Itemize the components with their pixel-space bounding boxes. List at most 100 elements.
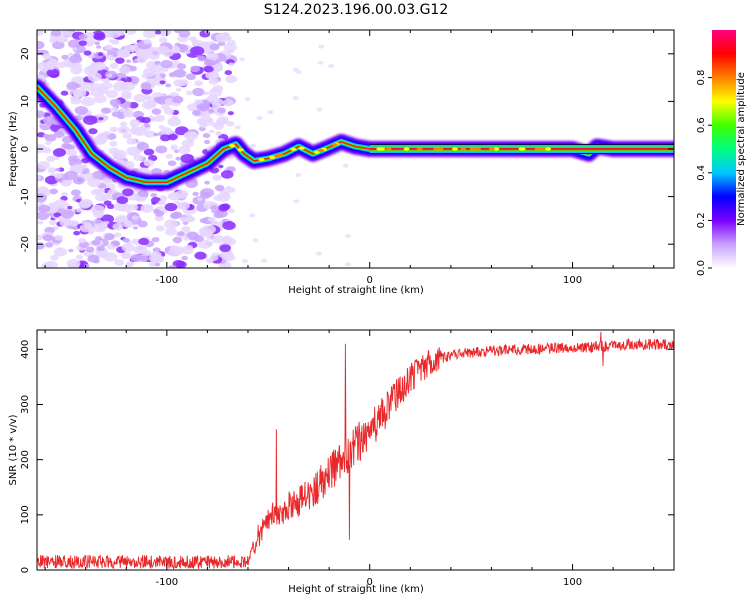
noise-speckle bbox=[175, 88, 182, 92]
noise-speckle bbox=[120, 77, 126, 82]
spectrogram-y-tick-label: 20 bbox=[20, 47, 31, 60]
noise-speckle bbox=[203, 91, 210, 96]
noise-speckle bbox=[108, 30, 122, 38]
snr-y-axis-label: SNR (10 * v/v) bbox=[8, 414, 19, 485]
noise-speckle bbox=[93, 32, 106, 41]
noise-speckle bbox=[185, 90, 193, 96]
ridge-highlight bbox=[277, 153, 284, 157]
noise-speckle bbox=[42, 147, 52, 154]
noise-speckle bbox=[120, 253, 130, 260]
noise-speckle bbox=[154, 60, 161, 65]
noise-speckle bbox=[181, 255, 188, 261]
noise-speckle bbox=[148, 261, 156, 267]
noise-speckle bbox=[252, 238, 259, 243]
spectrogram-x-tick-label: 100 bbox=[563, 275, 582, 286]
noise-speckle bbox=[170, 144, 178, 150]
noise-speckle bbox=[162, 49, 174, 58]
noise-speckle bbox=[132, 226, 139, 230]
noise-speckle bbox=[69, 220, 80, 227]
noise-speckle bbox=[175, 189, 189, 199]
figure-title: S124.2023.196.00.03.G12 bbox=[264, 2, 449, 18]
noise-speckle bbox=[185, 73, 196, 81]
noise-speckle bbox=[78, 238, 87, 244]
noise-speckle bbox=[125, 59, 132, 63]
ridge-highlight bbox=[470, 147, 477, 151]
noise-speckle bbox=[208, 97, 220, 105]
noise-speckle bbox=[61, 135, 74, 144]
noise-speckle bbox=[113, 232, 122, 238]
snr-x-tick-label: -100 bbox=[155, 577, 178, 588]
noise-speckle bbox=[190, 46, 205, 56]
spectrogram-image bbox=[37, 30, 674, 268]
colorbar-scale bbox=[712, 30, 736, 268]
noise-speckle bbox=[216, 192, 231, 202]
colorbar-tick-label: 0.6 bbox=[696, 117, 707, 133]
noise-speckle bbox=[199, 122, 208, 128]
noise-speckle bbox=[129, 101, 139, 109]
spectrogram-frame bbox=[36, 29, 675, 269]
noise-speckle bbox=[200, 191, 211, 199]
noise-speckle bbox=[138, 237, 150, 246]
noise-speckle bbox=[206, 117, 214, 123]
noise-speckle bbox=[192, 191, 199, 196]
spectrogram-y-axis-label: Frequency (Hz) bbox=[8, 111, 19, 187]
ridge-highlight bbox=[452, 147, 459, 151]
noise-speckle bbox=[104, 233, 115, 241]
noise-speckle bbox=[53, 172, 63, 179]
noise-speckle bbox=[150, 192, 158, 198]
noise-speckle bbox=[211, 122, 219, 128]
ridge-highlight bbox=[539, 147, 546, 151]
noise-speckle bbox=[165, 153, 173, 159]
ridge-highlight bbox=[298, 146, 305, 150]
noise-speckle bbox=[87, 254, 100, 263]
noise-speckle bbox=[241, 259, 248, 264]
noise-speckle bbox=[109, 62, 119, 69]
noise-speckle bbox=[190, 65, 201, 73]
colorbar-tick-label: 0.4 bbox=[696, 165, 707, 181]
noise-speckle bbox=[114, 259, 125, 266]
noise-speckle bbox=[100, 81, 113, 90]
noise-speckle bbox=[160, 60, 173, 69]
noise-speckle bbox=[144, 130, 156, 138]
noise-speckle bbox=[185, 131, 199, 141]
noise-speckle bbox=[157, 200, 166, 206]
noise-speckle bbox=[92, 223, 107, 233]
noise-speckle bbox=[124, 44, 136, 53]
noise-speckle bbox=[67, 39, 82, 49]
noise-speckle bbox=[192, 87, 205, 97]
noise-speckle bbox=[197, 239, 213, 249]
noise-speckle bbox=[121, 93, 132, 100]
noise-speckle bbox=[73, 230, 81, 236]
snr-panel: -100 0 100 0 100 200 300 400 Height of straight… bbox=[8, 329, 675, 595]
noise-speckle bbox=[109, 126, 118, 133]
noise-speckle bbox=[167, 160, 177, 167]
noise-speckle bbox=[42, 115, 56, 125]
noise-speckle bbox=[119, 121, 128, 127]
noise-speckle bbox=[106, 90, 119, 99]
noise-speckle bbox=[203, 59, 215, 66]
noise-speckle bbox=[122, 188, 134, 197]
noise-speckle bbox=[74, 70, 80, 75]
noise-speckle bbox=[218, 164, 224, 169]
noise-speckle bbox=[164, 227, 178, 236]
noise-speckle bbox=[50, 254, 59, 261]
noise-speckle bbox=[181, 226, 191, 233]
noise-speckle bbox=[73, 176, 85, 185]
noise-speckle bbox=[316, 107, 323, 112]
ridge-highlight bbox=[379, 147, 386, 151]
noise-speckle bbox=[212, 174, 222, 181]
noise-speckle bbox=[74, 105, 88, 115]
noise-speckle bbox=[94, 138, 101, 143]
noise-speckle bbox=[199, 218, 208, 224]
noise-speckle bbox=[193, 235, 204, 243]
noise-speckle bbox=[97, 52, 104, 57]
noise-speckle bbox=[227, 111, 234, 116]
noise-speckle bbox=[155, 225, 165, 232]
noise-speckle bbox=[155, 145, 168, 154]
noise-speckle bbox=[87, 177, 101, 188]
noise-speckle bbox=[180, 153, 195, 164]
noise-speckle bbox=[42, 53, 52, 60]
noise-speckle bbox=[172, 236, 183, 244]
noise-speckle bbox=[194, 251, 207, 260]
noise-speckle bbox=[164, 202, 178, 212]
